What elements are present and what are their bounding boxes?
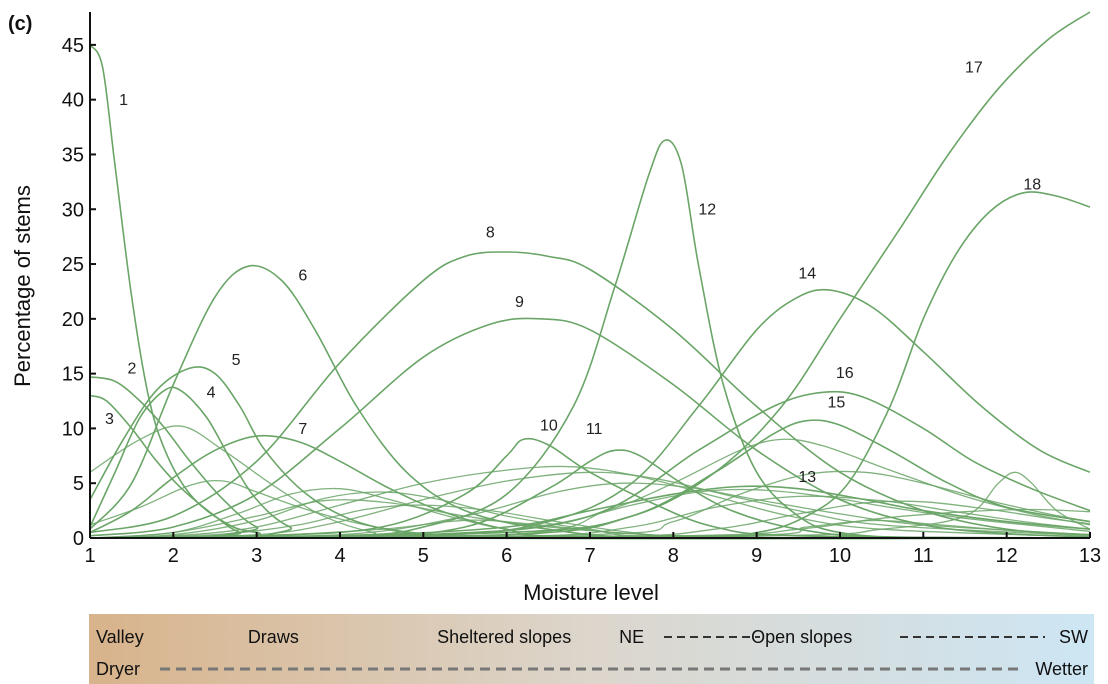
x-tick-label: 8 — [668, 545, 679, 567]
series-label-9: 9 — [515, 294, 524, 311]
strip-label-4: NE — [619, 627, 644, 647]
moisture-gradient-strip: Valley Draws Sheltered slopes NE Open slopes… — [89, 614, 1094, 684]
series-line-10 — [89, 437, 1091, 539]
series-label-8: 8 — [486, 225, 495, 242]
y-tick-label: 10 — [62, 418, 84, 440]
series-line-17 — [89, 11, 1091, 539]
panel-label: (c) — [8, 13, 32, 35]
x-tick-label: 13 — [1079, 545, 1101, 567]
series-line-8 — [89, 251, 1091, 536]
series-label-18: 18 — [1023, 177, 1041, 194]
strip-background — [89, 614, 1094, 684]
x-tick-label: 1 — [84, 545, 95, 567]
strip-label-1: Valley — [96, 627, 144, 647]
series-label-2: 2 — [128, 361, 137, 378]
x-tick-label: 4 — [334, 545, 345, 567]
series-label-5: 5 — [232, 352, 241, 369]
y-axis-label: Percentage of stems — [10, 185, 35, 387]
series-label-10: 10 — [540, 418, 558, 435]
y-tick-label: 45 — [62, 35, 84, 57]
y-tick-label: 20 — [62, 309, 84, 331]
y-tick-label: 15 — [62, 364, 84, 386]
strip-label-6: SW — [1059, 627, 1088, 647]
series-line-6 — [89, 264, 1091, 540]
series-label-1: 1 — [119, 92, 128, 109]
series-label-12: 12 — [698, 202, 716, 219]
x-tick-label: 10 — [829, 545, 851, 567]
strip-label-2: Draws — [248, 627, 299, 647]
x-axis-ticks: 1 2 3 4 5 6 7 8 9 10 11 12 13 — [84, 532, 1101, 567]
series-label-6: 6 — [298, 267, 307, 284]
series-label-16: 16 — [836, 365, 854, 382]
x-tick-label: 7 — [584, 545, 595, 567]
x-tick-label: 5 — [418, 545, 429, 567]
x-tick-label: 3 — [251, 545, 262, 567]
x-tick-label: 12 — [996, 545, 1018, 567]
series-line-12 — [89, 139, 1091, 540]
background-curve-2 — [89, 425, 1091, 540]
series-line-9 — [89, 317, 1091, 538]
series-line-14 — [89, 288, 1091, 539]
background-curves — [89, 425, 1091, 540]
x-tick-label: 9 — [751, 545, 762, 567]
x-tick-label: 11 — [913, 545, 934, 567]
y-tick-label: 0 — [73, 528, 84, 550]
strip-moisture-label-1: Dryer — [96, 659, 140, 679]
series-line-1 — [89, 44, 1091, 540]
x-tick-label: 2 — [168, 545, 179, 567]
y-tick-label: 40 — [62, 90, 84, 112]
y-axis-ticks: 0 5 10 15 20 25 30 35 40 45 — [62, 35, 96, 550]
series-label-3: 3 — [105, 411, 114, 428]
y-tick-label: 30 — [62, 199, 84, 221]
series-lines — [89, 11, 1091, 540]
x-tick-label: 6 — [501, 545, 512, 567]
series-label-14: 14 — [798, 265, 816, 282]
strip-row-moisture: Dryer Wetter — [96, 659, 1088, 679]
strip-label-5: Open slopes — [751, 627, 852, 647]
y-tick-label: 35 — [62, 144, 84, 166]
strip-moisture-label-2: Wetter — [1035, 659, 1088, 679]
series-label-15: 15 — [828, 395, 846, 412]
y-tick-label: 5 — [73, 473, 84, 495]
strip-row-landforms: Valley Draws Sheltered slopes NE Open slopes… — [96, 627, 1088, 647]
series-label-7: 7 — [298, 421, 307, 438]
series-line-15 — [89, 419, 1091, 539]
series-label-4: 4 — [207, 385, 216, 402]
series-line-3 — [89, 394, 1091, 540]
series-label-11: 11 — [586, 421, 603, 438]
x-axis-label: Moisture level — [523, 580, 659, 605]
strip-label-3: Sheltered slopes — [437, 627, 571, 647]
y-tick-label: 25 — [62, 254, 84, 276]
series-label-13: 13 — [798, 469, 816, 486]
series-label-17: 17 — [965, 59, 983, 76]
